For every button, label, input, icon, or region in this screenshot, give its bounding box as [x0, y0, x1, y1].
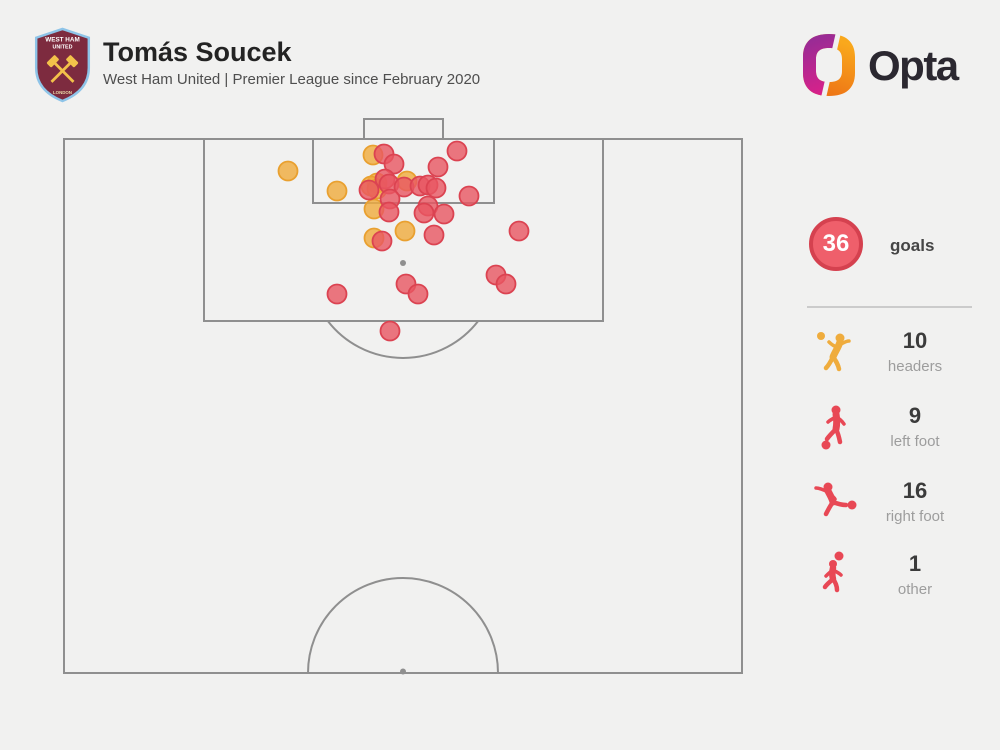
six-yard-box	[312, 138, 495, 204]
crest-text-london: LONDON	[53, 90, 72, 95]
goal-dot-foot-or-other	[458, 185, 480, 207]
player-context: West Ham United | Premier League since F…	[103, 71, 481, 88]
goal-dot-foot-or-other	[508, 220, 530, 242]
goal-dot-headers	[326, 180, 348, 202]
goal-dot-foot-or-other	[433, 203, 455, 225]
goal-type-legend: 10 headers 9 left foot	[800, 325, 990, 615]
center-circle	[307, 577, 499, 674]
goal-dot-foot-or-other	[423, 224, 445, 246]
legend-item-other: 1 other	[800, 549, 990, 601]
opta-logo: Opta	[802, 33, 959, 97]
penalty-spot	[400, 260, 406, 266]
goal-dot-headers	[394, 220, 416, 242]
goal-dot-foot-or-other	[358, 179, 380, 201]
crest-text-top: WEST HAM	[45, 37, 79, 44]
legend-item-right-foot: 16 right foot	[800, 476, 990, 528]
goal-dot-headers	[277, 160, 299, 182]
goals-label: goals	[890, 236, 935, 255]
goal-dot-foot-or-other	[413, 202, 435, 224]
header-title-block: Tomás Soucek West Ham United | Premier L…	[103, 38, 480, 89]
right-foot-player-icon	[814, 482, 857, 517]
goal-dot-foot-or-other	[427, 156, 449, 178]
legend-value-left-foot: 9	[908, 403, 922, 428]
legend-label-other: other	[897, 581, 933, 598]
legend-value-other: 1	[908, 551, 922, 576]
legend-item-left-foot: 9 left foot	[800, 401, 990, 453]
goal-dot-foot-or-other	[378, 201, 400, 223]
goal-dots-layer	[277, 140, 530, 342]
opta-wordmark: Opta	[868, 42, 959, 89]
goal-dot-foot-or-other	[379, 320, 401, 342]
opta-logo-icon	[803, 33, 855, 97]
legend-item-headers: 10 headers	[800, 326, 990, 378]
header-player-icon	[817, 332, 851, 372]
legend-label-right-foot: right foot	[885, 508, 945, 525]
penalty-arc	[327, 320, 479, 359]
player-name: Tomás Soucek	[103, 37, 292, 67]
crest-text-united: UNITED	[53, 44, 73, 50]
goal-dot-foot-or-other	[446, 140, 468, 162]
goal-dot-foot-or-other	[425, 177, 447, 199]
legend-value-headers: 10	[902, 328, 928, 353]
pitch-outline	[63, 138, 743, 674]
goal-frame	[363, 118, 444, 140]
legend-label-left-foot: left foot	[890, 433, 940, 450]
goal-dot-foot-or-other	[371, 230, 393, 252]
stats-divider	[807, 306, 972, 308]
goal-dot-foot-or-other	[326, 283, 348, 305]
left-foot-player-icon	[821, 405, 846, 450]
goal-dot-foot-or-other	[495, 273, 517, 295]
goal-dot-foot-or-other	[407, 283, 429, 305]
west-ham-united-crest: WEST HAM UNITED LONDON	[34, 27, 91, 103]
legend-label-headers: headers	[887, 358, 943, 375]
goals-badge: 36	[809, 217, 863, 271]
goal-dot-foot-or-other	[383, 153, 405, 175]
crossed-hammers-icon	[46, 55, 79, 83]
crest-shield	[34, 27, 91, 103]
legend-value-right-foot: 16	[902, 478, 928, 503]
center-spot	[400, 668, 406, 675]
other-player-icon	[822, 551, 844, 593]
goals-count: 36	[822, 230, 850, 257]
